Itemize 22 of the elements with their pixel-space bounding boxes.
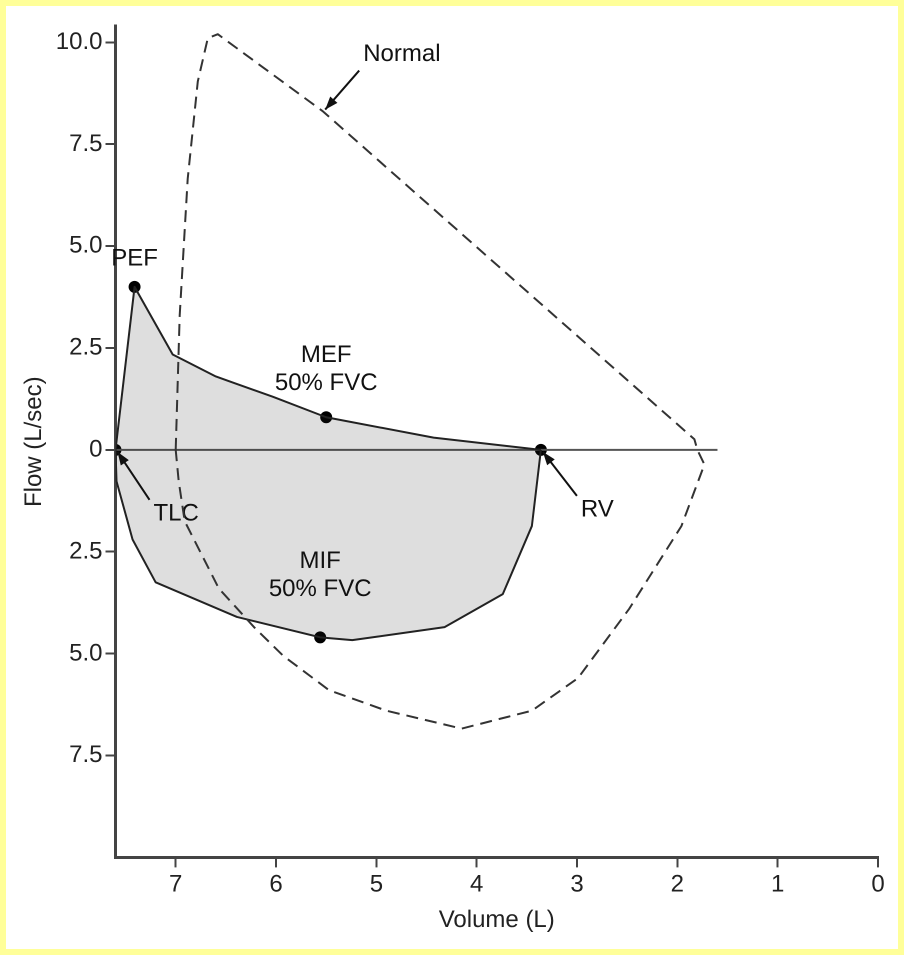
x-tick-label: 2: [670, 870, 684, 898]
y-tick-label: 2.5: [69, 334, 103, 361]
x-tick-label: 3: [570, 870, 584, 898]
x-tick-label: 7: [169, 870, 182, 898]
x-tick-label: 0: [871, 870, 885, 898]
x-tick-label: 1: [770, 870, 784, 898]
x-tick-label: 4: [470, 870, 484, 898]
y-tick-label: 10.0: [56, 28, 103, 55]
y-axis-title: Flow (L/sec): [20, 376, 48, 508]
annotation: MIF 50% FVC: [268, 546, 372, 602]
annotation: Normal: [363, 40, 441, 68]
y-tick-label: 5.0: [69, 639, 103, 666]
x-axis-title: Volume (L): [438, 906, 555, 934]
y-tick-label: 7.5: [69, 741, 103, 768]
annotation: RV: [580, 495, 614, 522]
y-tick-label: 7.5: [69, 130, 103, 157]
x-tick-label: 6: [269, 870, 283, 898]
y-tick-label: 2.5: [69, 537, 103, 564]
y-tick-label: 0: [89, 435, 103, 462]
y-tick-label: 5.0: [69, 232, 103, 259]
annotation: MEF 50% FVC: [274, 340, 378, 396]
x-tick-label: 5: [370, 870, 384, 898]
